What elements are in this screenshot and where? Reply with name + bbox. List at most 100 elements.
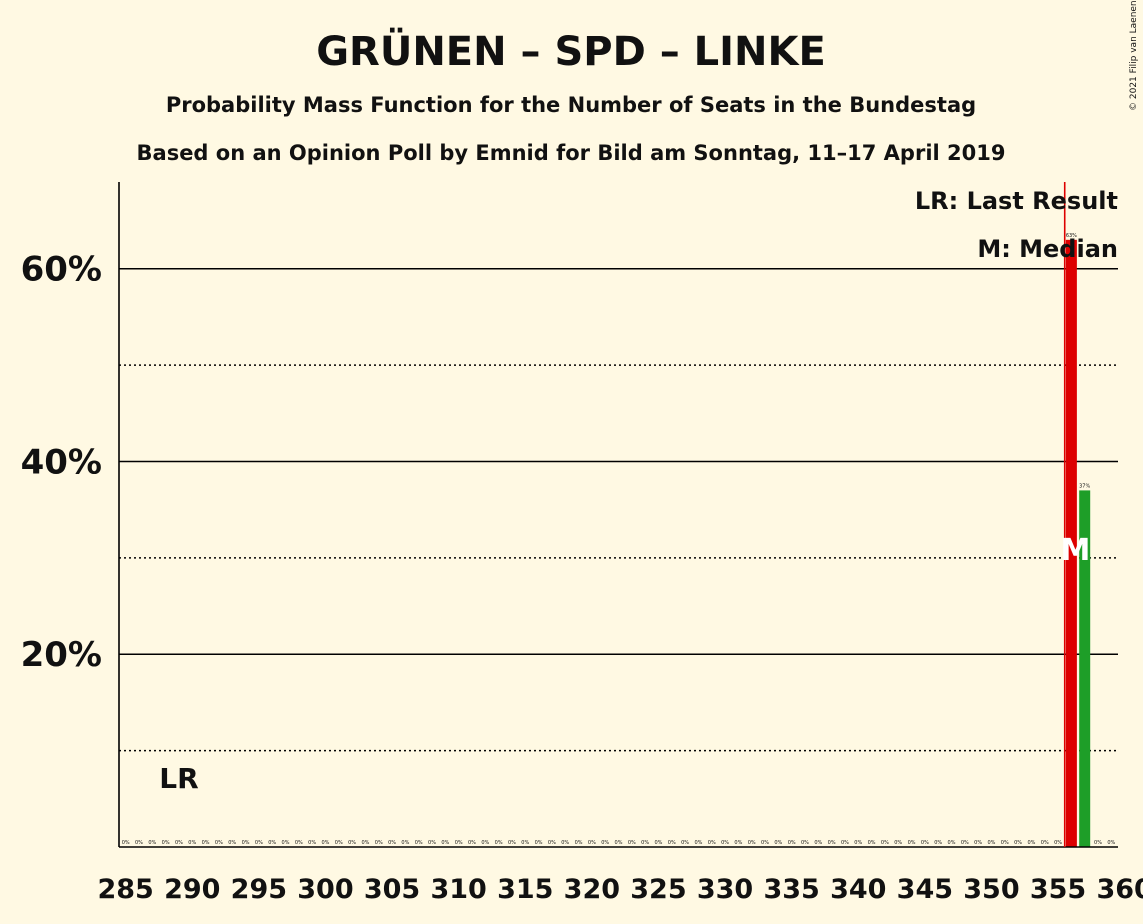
x-tick-label: 310 bbox=[430, 874, 486, 905]
y-axis-ticks: 20% 40% 60% bbox=[21, 250, 102, 676]
zero-bar-label: 0% bbox=[681, 840, 689, 846]
x-tick-label: 335 bbox=[763, 874, 819, 905]
zero-bar-label: 0% bbox=[521, 840, 529, 846]
x-tick-label: 300 bbox=[297, 874, 353, 905]
zero-bar-label: 0% bbox=[255, 840, 263, 846]
zero-bar-label: 0% bbox=[308, 840, 316, 846]
zero-bar-label: 0% bbox=[1107, 840, 1115, 846]
zero-bar-label: 0% bbox=[801, 840, 809, 846]
median-marker: M bbox=[1060, 533, 1090, 568]
zero-bar-label: 0% bbox=[921, 840, 929, 846]
x-tick-label: 315 bbox=[497, 874, 553, 905]
x-axis-ticks: 285 290 295 300 305 310 315 320 325 330 335 340 345 3… bbox=[97, 874, 1143, 905]
zero-bar-label: 0% bbox=[654, 840, 662, 846]
zero-bar-label: 0% bbox=[428, 840, 436, 846]
y-tick-label: 60% bbox=[21, 250, 102, 290]
bar-seat-356 bbox=[1065, 239, 1077, 848]
y-tick-label: 40% bbox=[21, 442, 102, 482]
zero-bar-label: 0% bbox=[1094, 840, 1102, 846]
zero-bar-label: 0% bbox=[854, 840, 862, 846]
zero-bar-label: 0% bbox=[215, 840, 223, 846]
x-tick-label: 340 bbox=[830, 874, 886, 905]
x-tick-label: 325 bbox=[630, 874, 686, 905]
zero-bar-label: 0% bbox=[974, 840, 982, 846]
x-tick-label: 320 bbox=[564, 874, 620, 905]
zero-bar-label: 0% bbox=[934, 840, 942, 846]
markers: LR M bbox=[159, 182, 1090, 847]
zero-bar-label: 0% bbox=[908, 840, 916, 846]
zero-bar-label: 0% bbox=[575, 840, 583, 846]
zero-bar-label: 0% bbox=[694, 840, 702, 846]
zero-bar-label: 0% bbox=[1054, 840, 1062, 846]
zero-bar-label: 0% bbox=[242, 840, 250, 846]
zero-bar-label: 0% bbox=[948, 840, 956, 846]
y-tick-label: 20% bbox=[21, 635, 102, 675]
zero-bar-label: 0% bbox=[175, 840, 183, 846]
zero-bar-label: 0% bbox=[748, 840, 756, 846]
x-tick-label: 355 bbox=[1030, 874, 1086, 905]
zero-bar-label: 0% bbox=[548, 840, 556, 846]
zero-bar-label: 0% bbox=[162, 840, 170, 846]
zero-bar-label: 0% bbox=[321, 840, 329, 846]
x-tick-label: 330 bbox=[697, 874, 753, 905]
x-tick-label: 305 bbox=[364, 874, 420, 905]
x-tick-label: 290 bbox=[164, 874, 220, 905]
zero-bar-label: 0% bbox=[641, 840, 649, 846]
zero-bar-label: 0% bbox=[1027, 840, 1035, 846]
zero-bar-label: 0% bbox=[335, 840, 343, 846]
zero-bar-label: 0% bbox=[122, 840, 130, 846]
zero-bar-label: 0% bbox=[441, 840, 449, 846]
x-tick-label: 345 bbox=[897, 874, 953, 905]
zero-bar-label: 0% bbox=[228, 840, 236, 846]
legend-last-result: LR: Last Result bbox=[915, 187, 1118, 215]
zero-bar-label: 0% bbox=[814, 840, 822, 846]
zero-bar-label: 0% bbox=[401, 840, 409, 846]
zero-bar-label: 0% bbox=[1001, 840, 1009, 846]
zero-bar-label: 0% bbox=[894, 840, 902, 846]
zero-bar-label: 0% bbox=[361, 840, 369, 846]
zero-bar-label: 0% bbox=[282, 840, 290, 846]
zero-bar-label: 0% bbox=[774, 840, 782, 846]
zero-bar-label: 0% bbox=[295, 840, 303, 846]
zero-labels: 0% 0% 0% 0% 0% 0% 0% 0% 0% 0% 0% 0% 0% 0% 0% 0% 0% 0% 0% 0%… bbox=[122, 840, 1116, 846]
zero-bar-label: 0% bbox=[987, 840, 995, 846]
bar-value-label: 37% bbox=[1079, 483, 1090, 489]
zero-bar-label: 0% bbox=[455, 840, 463, 846]
zero-bar-label: 0% bbox=[561, 840, 569, 846]
zero-bar-label: 0% bbox=[721, 840, 729, 846]
zero-bar-label: 0% bbox=[348, 840, 356, 846]
zero-bar-label: 0% bbox=[495, 840, 503, 846]
zero-bar-label: 0% bbox=[188, 840, 196, 846]
zero-bar-label: 0% bbox=[508, 840, 516, 846]
zero-bar-label: 0% bbox=[202, 840, 210, 846]
zero-bar-label: 0% bbox=[148, 840, 156, 846]
zero-bar-label: 0% bbox=[841, 840, 849, 846]
zero-bar-label: 0% bbox=[668, 840, 676, 846]
axes bbox=[118, 182, 1118, 848]
copyright-notice: © 2021 Filip van Laenen bbox=[1129, 0, 1139, 111]
zero-bar-label: 0% bbox=[481, 840, 489, 846]
zero-bar-label: 0% bbox=[415, 840, 423, 846]
zero-bar-label: 0% bbox=[628, 840, 636, 846]
x-tick-label: 295 bbox=[231, 874, 287, 905]
zero-bar-label: 0% bbox=[868, 840, 876, 846]
zero-bar-label: 0% bbox=[135, 840, 143, 846]
grid-lines bbox=[119, 267, 1118, 752]
zero-bar-label: 0% bbox=[761, 840, 769, 846]
chart-title: GRÜNEN – SPD – LINKE bbox=[316, 27, 826, 75]
x-tick-label: 360 bbox=[1096, 874, 1143, 905]
x-tick-label: 285 bbox=[97, 874, 153, 905]
zero-bar-label: 0% bbox=[588, 840, 596, 846]
zero-bar-label: 0% bbox=[961, 840, 969, 846]
x-tick-label: 350 bbox=[963, 874, 1019, 905]
zero-bar-label: 0% bbox=[468, 840, 476, 846]
zero-bar-label: 0% bbox=[1014, 840, 1022, 846]
zero-bar-label: 0% bbox=[535, 840, 543, 846]
last-result-marker: LR bbox=[159, 762, 198, 795]
bar-value-label: 63% bbox=[1066, 233, 1077, 239]
zero-bar-label: 0% bbox=[881, 840, 889, 846]
zero-bar-label: 0% bbox=[615, 840, 623, 846]
bars: 63% 37% bbox=[1065, 233, 1090, 848]
zero-bar-label: 0% bbox=[788, 840, 796, 846]
